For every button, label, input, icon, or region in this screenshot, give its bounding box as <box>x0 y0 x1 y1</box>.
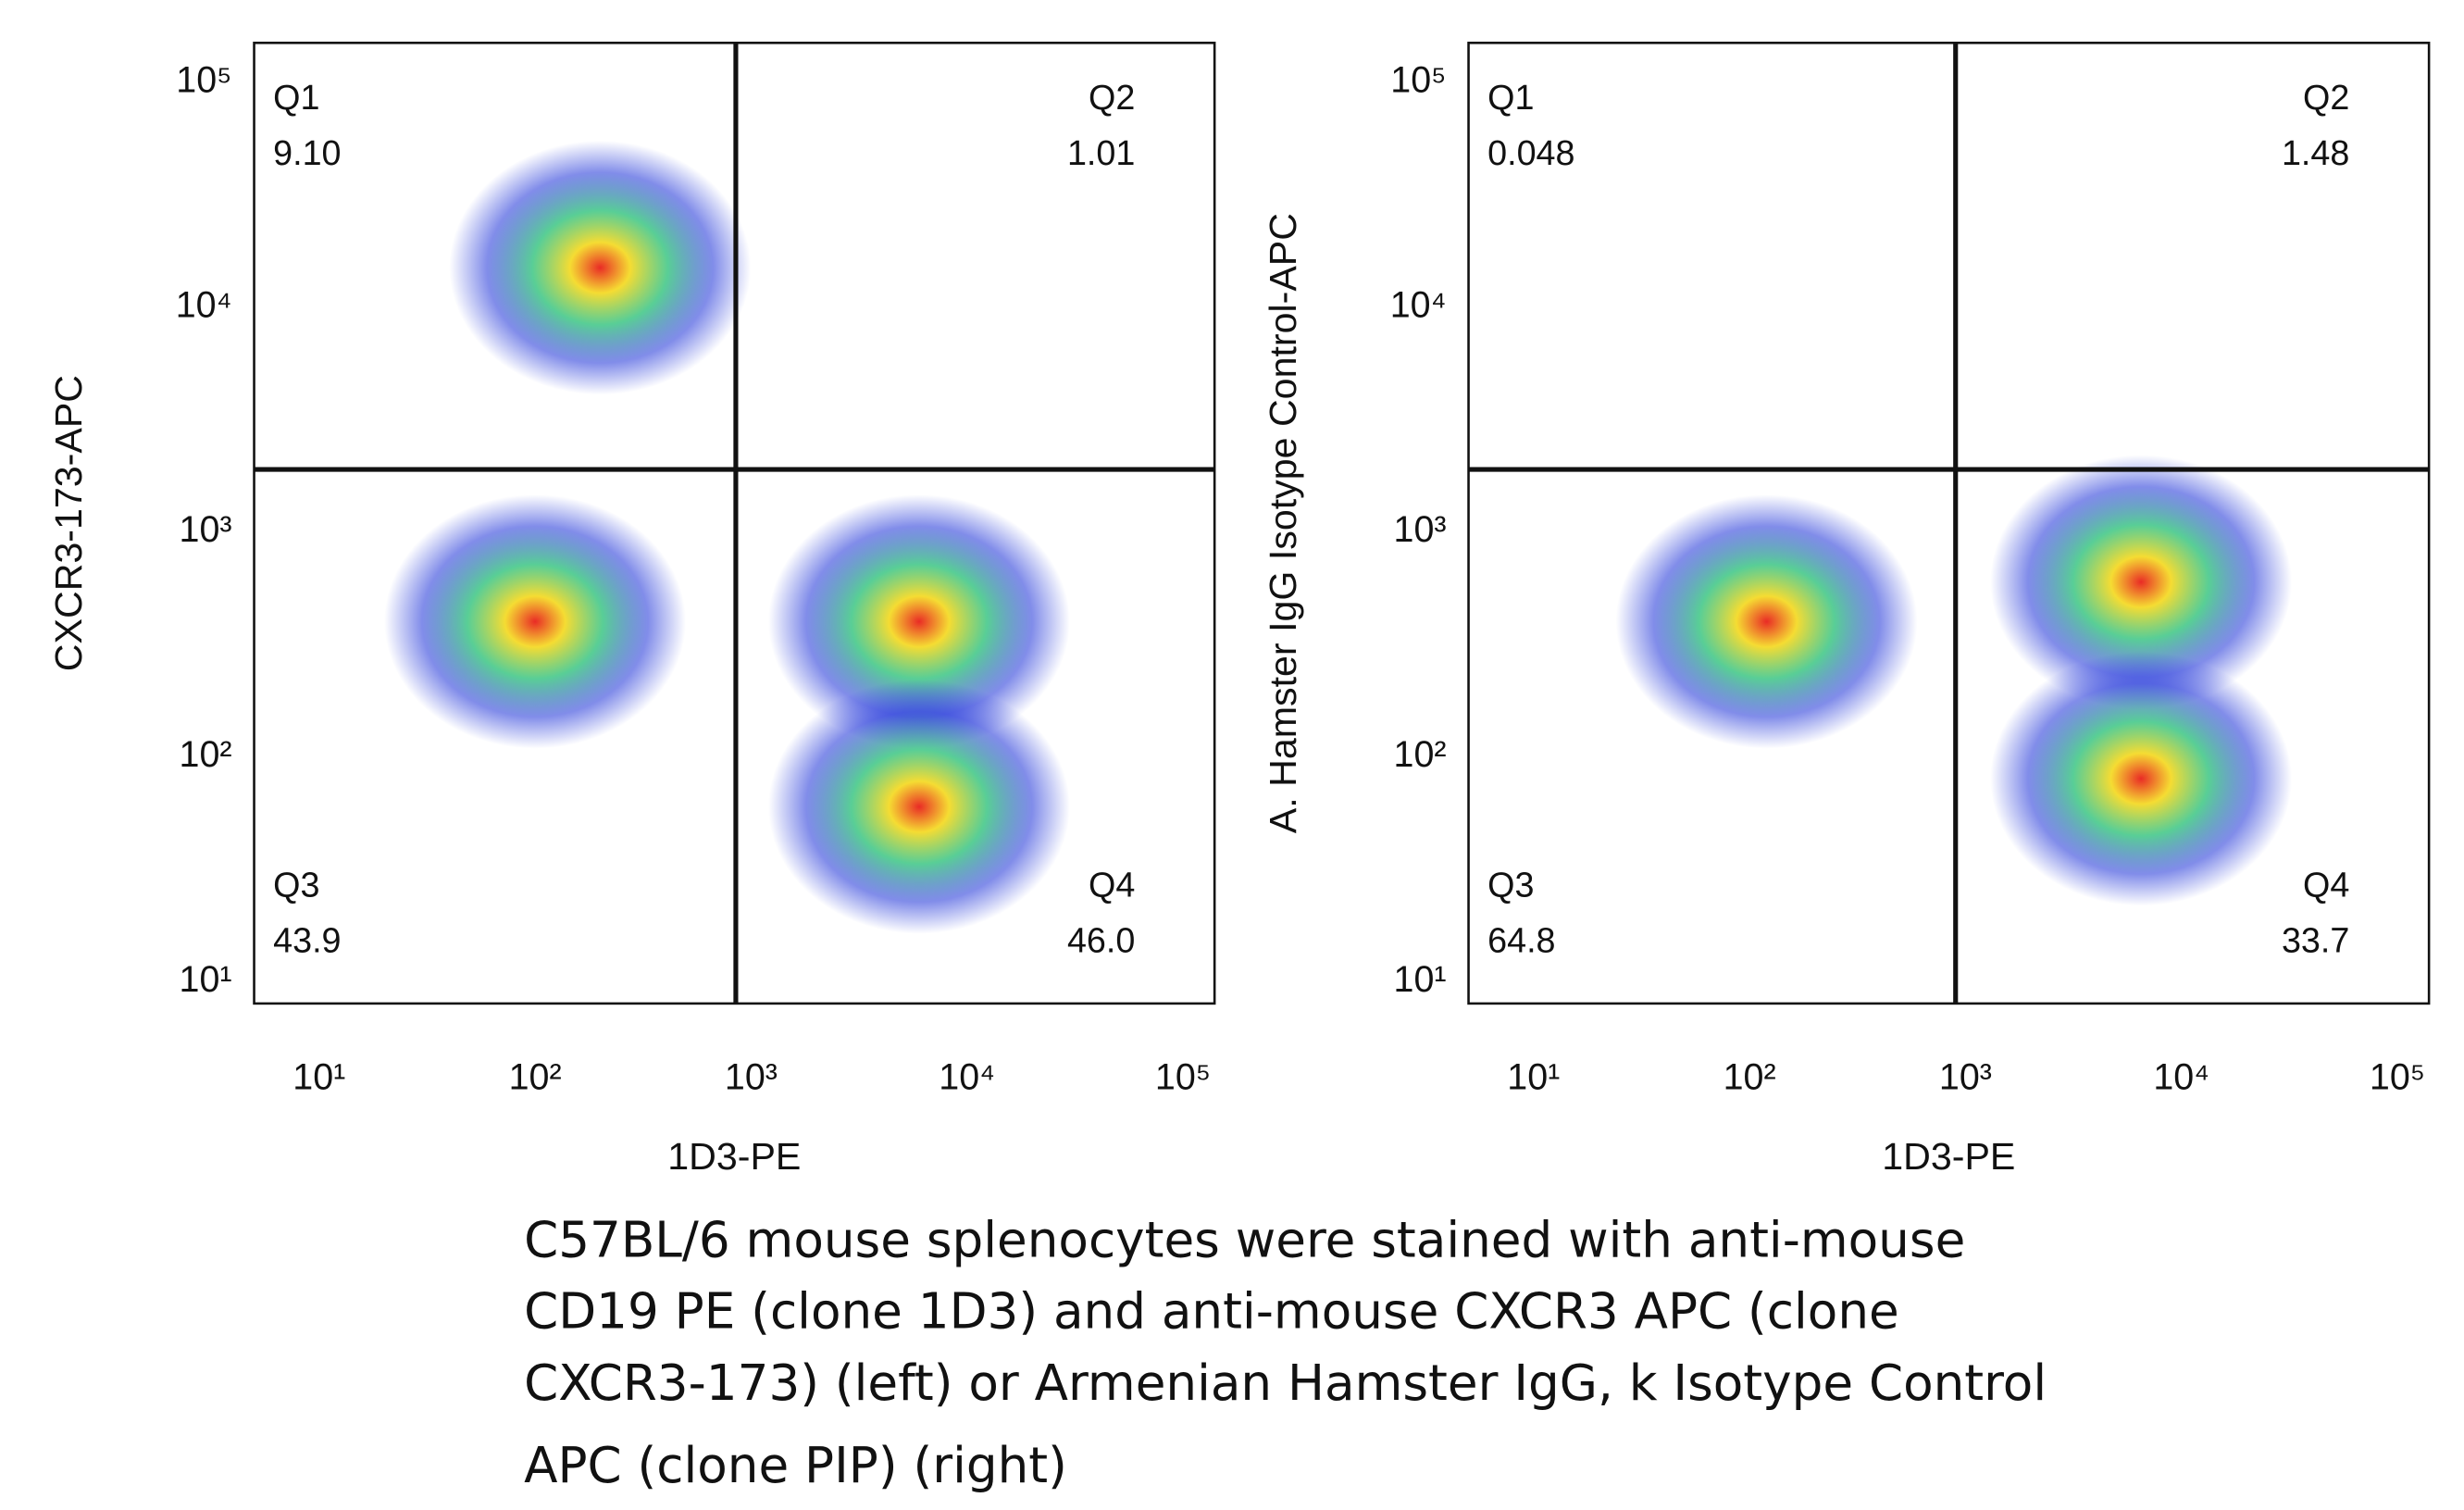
x-tick-label: 10⁴ <box>939 1057 995 1098</box>
x-tick-label: 10¹ <box>1507 1057 1560 1098</box>
quadrant-name: Q1 <box>273 78 319 117</box>
y-tick-label: 10² <box>180 734 232 775</box>
quadrant-percent: 64.8 <box>1487 921 1555 960</box>
quadrant-name: Q4 <box>2303 866 2349 905</box>
population-density <box>768 680 1070 934</box>
x-tick-label: 10³ <box>1939 1057 1992 1098</box>
x-tick-label: 10⁵ <box>1155 1057 1211 1098</box>
population-density <box>449 140 752 395</box>
y-axis-label: A. Hamster IgG Isotype Control-APC <box>1262 213 1304 833</box>
quadrant-percent: 46.0 <box>1067 921 1135 960</box>
caption-line: APC (clone PIP) (right) <box>524 1437 1067 1494</box>
caption-line: CD19 PE (clone 1D3) and anti-mouse CXCR3… <box>524 1283 1899 1341</box>
quadrant-name: Q2 <box>1089 78 1135 117</box>
quadrant-percent: 33.7 <box>2282 921 2349 960</box>
quadrant-percent: 1.01 <box>1067 133 1135 172</box>
population-density <box>384 494 687 749</box>
population-density <box>1990 651 2293 906</box>
quadrant-percent: 1.48 <box>2282 133 2349 172</box>
y-tick-label: 10⁴ <box>1390 284 1447 325</box>
x-tick-label: 10² <box>1724 1057 1776 1098</box>
y-tick-label: 10⁵ <box>176 59 231 100</box>
y-tick-label: 10² <box>1394 734 1447 775</box>
x-axis-label: 1D3-PE <box>667 1135 801 1178</box>
x-axis-label: 1D3-PE <box>1882 1135 2015 1178</box>
y-tick-label: 10³ <box>1394 509 1447 550</box>
y-tick-label: 10¹ <box>1394 959 1447 1000</box>
x-tick-label: 10⁴ <box>2153 1057 2209 1098</box>
quadrant-name: Q3 <box>1487 866 1534 905</box>
population-density <box>768 494 1070 749</box>
plot-frame <box>1467 42 2431 1005</box>
caption-line: C57BL/6 mouse splenocytes were stained w… <box>524 1212 1965 1269</box>
x-tick-label: 10³ <box>725 1057 778 1098</box>
quadrant-percent: 9.10 <box>273 133 341 172</box>
y-tick-label: 10³ <box>180 509 232 550</box>
y-axis-label: CXCR3-173-APC <box>47 375 90 671</box>
quadrant-name: Q2 <box>2303 78 2349 117</box>
x-tick-label: 10¹ <box>292 1057 345 1098</box>
x-tick-label: 10⁵ <box>2370 1057 2425 1098</box>
x-tick-label: 10² <box>509 1057 562 1098</box>
population-density <box>1615 494 1918 749</box>
y-tick-label: 10⁵ <box>1390 59 1446 100</box>
y-tick-label: 10⁴ <box>176 284 232 325</box>
population-density <box>1990 455 2293 709</box>
quadrant-name: Q1 <box>1487 78 1534 117</box>
quadrant-name: Q4 <box>1089 866 1135 905</box>
caption-line: CXCR3-173) (left) or Armenian Hamster Ig… <box>524 1354 2047 1412</box>
quadrant-name: Q3 <box>273 866 319 905</box>
quadrant-percent: 43.9 <box>273 921 341 960</box>
y-tick-label: 10¹ <box>180 959 232 1000</box>
quadrant-percent: 0.048 <box>1487 133 1574 172</box>
